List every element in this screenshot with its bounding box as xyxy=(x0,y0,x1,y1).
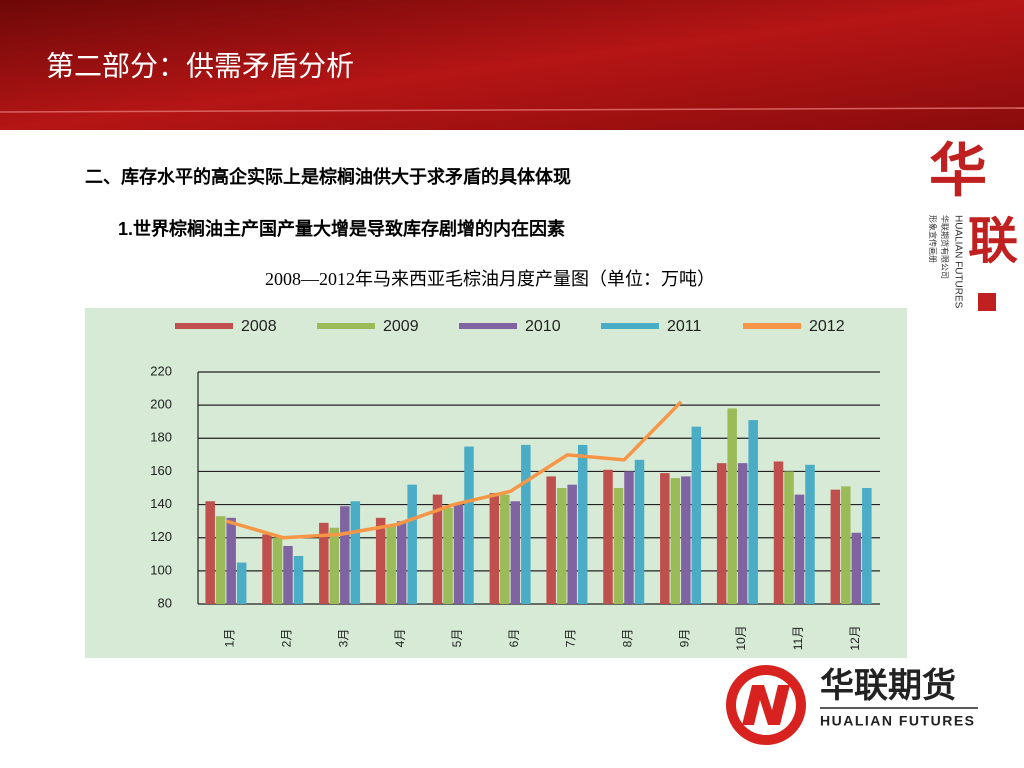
x-tick-label: 5月 xyxy=(450,629,464,648)
bar xyxy=(624,471,634,604)
y-tick-label: 160 xyxy=(150,463,172,478)
side-logo-seal xyxy=(978,293,996,311)
bar xyxy=(727,408,737,604)
y-tick-label: 100 xyxy=(150,562,172,577)
bar xyxy=(805,464,815,604)
x-tick-label: 3月 xyxy=(336,629,350,648)
chart-title: 2008—2012年马来西亚毛棕油月度产量图（单位：万吨） xyxy=(265,269,715,289)
logo-n xyxy=(742,685,790,725)
bar xyxy=(350,501,361,604)
bar xyxy=(567,484,577,604)
legend-swatch xyxy=(317,323,375,329)
line xyxy=(225,400,683,540)
logo-en: HUALIAN FUTURES xyxy=(820,713,976,729)
bar xyxy=(510,501,521,604)
x-tick-label: 12月 xyxy=(848,625,862,650)
bar xyxy=(432,494,443,604)
bar xyxy=(794,494,805,604)
bar xyxy=(841,486,851,604)
bar xyxy=(521,444,531,604)
x-tick-label: 10月 xyxy=(734,625,748,650)
bar xyxy=(773,461,784,604)
y-tick-label: 80 xyxy=(158,595,172,610)
bar xyxy=(407,484,417,604)
legend-swatch xyxy=(459,323,517,329)
bar xyxy=(500,494,510,604)
bar xyxy=(660,473,670,604)
legend-label: 2009 xyxy=(383,318,419,335)
x-tick-label: 11月 xyxy=(791,626,805,650)
x-tick-label: 7月 xyxy=(564,629,578,648)
bar xyxy=(748,420,758,604)
bar xyxy=(613,488,624,604)
y-tick-label: 140 xyxy=(150,496,172,511)
bar xyxy=(340,506,350,604)
bar xyxy=(226,517,236,604)
bar xyxy=(319,522,329,604)
bar xyxy=(489,492,500,604)
bar xyxy=(453,504,464,604)
legend-swatch xyxy=(175,323,233,329)
bar xyxy=(329,527,340,604)
bar xyxy=(443,507,453,604)
bar xyxy=(851,532,862,604)
slide-title: 第二部分：供需矛盾分析 xyxy=(46,50,354,81)
y-tick-label: 220 xyxy=(150,363,172,378)
side-logo-note: 形象宣传画册 xyxy=(928,215,938,263)
bar xyxy=(681,476,691,604)
bar xyxy=(634,459,645,604)
bar xyxy=(862,488,872,604)
bar xyxy=(215,516,226,604)
x-tick-label: 4月 xyxy=(393,629,407,648)
side-logo-cn: 华联期货有限公司 xyxy=(940,215,950,279)
bar xyxy=(283,546,293,604)
y-tick-label: 120 xyxy=(150,529,172,544)
y-tick-label: 200 xyxy=(150,397,172,412)
legend-label: 2008 xyxy=(241,318,277,335)
legend-swatch xyxy=(601,323,659,329)
bar xyxy=(737,463,748,604)
bar xyxy=(262,534,272,604)
x-tick-label: 8月 xyxy=(620,629,634,648)
bar xyxy=(577,444,588,604)
bar xyxy=(272,537,283,604)
bar xyxy=(556,488,567,604)
bar xyxy=(716,463,727,604)
side-logo-mark: 联 xyxy=(968,213,1018,269)
legend-label: 2010 xyxy=(525,318,561,335)
heading: 二、库存水平的高企实际上是棕榈油供大于求矛盾的具体体现 xyxy=(85,166,571,187)
bar xyxy=(386,524,396,604)
bar xyxy=(784,471,794,604)
legend-swatch xyxy=(743,323,801,329)
bar xyxy=(603,469,613,604)
bar xyxy=(205,501,215,604)
x-tick-label: 2月 xyxy=(279,629,293,648)
bar xyxy=(375,517,386,604)
bar xyxy=(293,555,304,604)
side-logo-mark: 华 xyxy=(929,138,987,203)
legend-label: 2011 xyxy=(667,318,702,335)
x-tick-label: 1月 xyxy=(223,629,237,648)
legend-label: 2012 xyxy=(809,318,845,335)
chart-background xyxy=(85,308,907,658)
bar xyxy=(396,521,407,604)
bar xyxy=(691,426,702,604)
side-logo-en: HUALIAN FUTURES xyxy=(952,215,963,309)
bar xyxy=(546,476,556,604)
subheading: 1.世界棕榈油主产国产量大增是导致库存剧增的内在因素 xyxy=(118,218,565,239)
x-tick-label: 6月 xyxy=(507,629,521,648)
chart: 80 100 120 140 160 180 200 220 1月 2月 3月 4月 5月 6月 7月 8月 9… xyxy=(150,318,880,651)
bar xyxy=(670,478,681,604)
x-tick-label: 9月 xyxy=(677,629,691,648)
y-tick-label: 180 xyxy=(150,430,172,445)
header-line xyxy=(0,107,1024,113)
bar xyxy=(830,489,841,604)
logo-cn: 华联期货 xyxy=(820,667,956,705)
bar xyxy=(236,562,247,604)
bar xyxy=(464,446,474,604)
